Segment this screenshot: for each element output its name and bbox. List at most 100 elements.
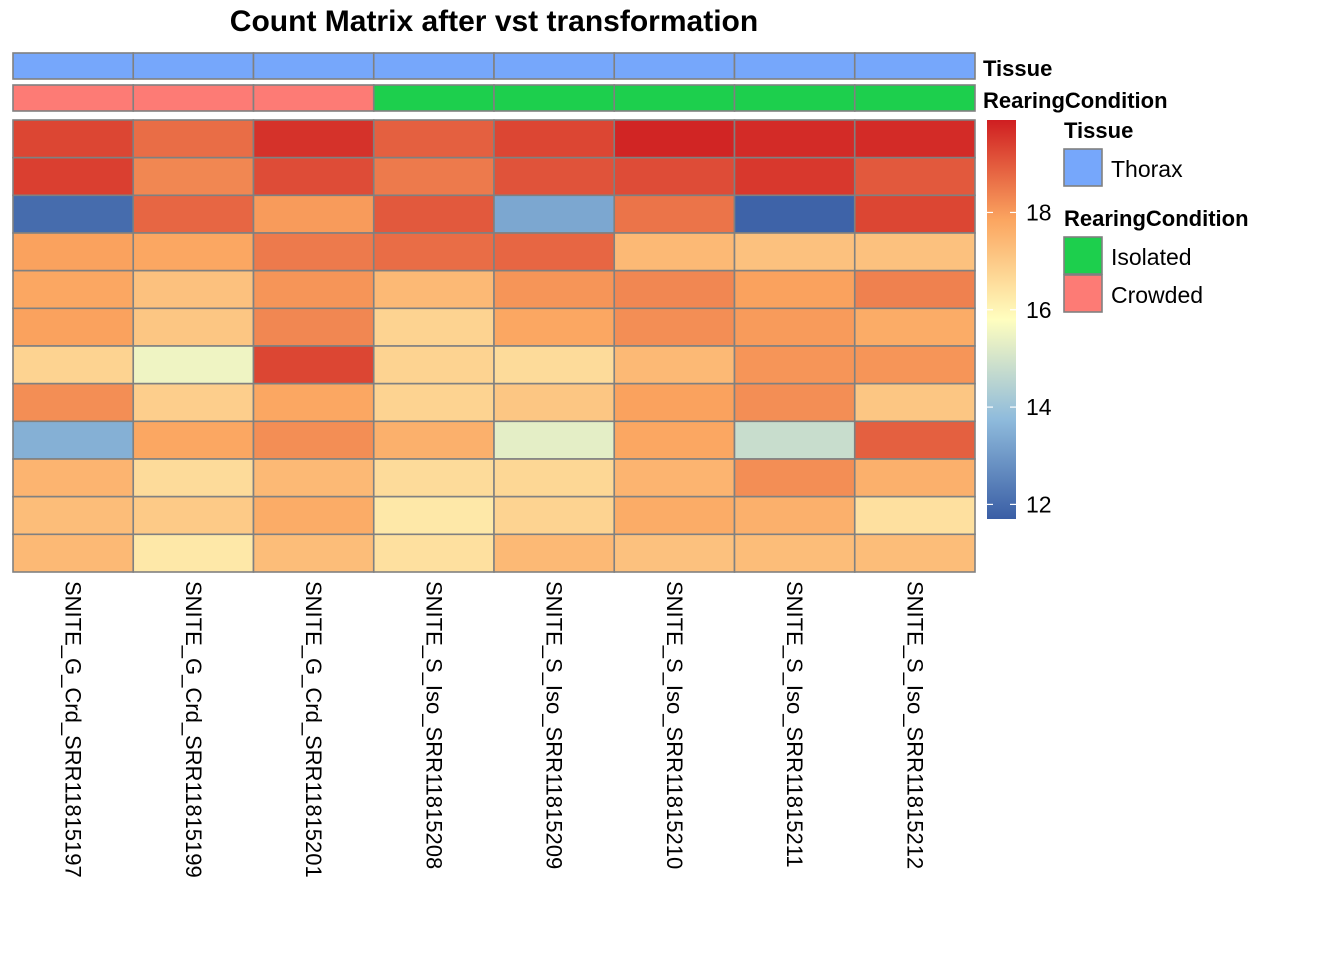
- heatmap-cell-r5-c3: [252, 269, 375, 310]
- column-label-3: SNITE_G_Crd_SRR11815201: [301, 581, 326, 878]
- column-label-1: SNITE_G_Crd_SRR11815197: [61, 581, 86, 878]
- heatmap-cell-r8-c6: [613, 382, 736, 423]
- heatmap-cell-r7-c8: [853, 345, 976, 385]
- annotation-cell-rearingcondition-2: [132, 84, 255, 112]
- heatmap-cell-r6-c6: [613, 307, 736, 347]
- annotation-cell-rearingcondition-5: [493, 84, 616, 112]
- heatmap-cell-r3-c7: [733, 194, 856, 234]
- heatmap-cell-r3-c2: [132, 194, 255, 234]
- legend-label-thorax: Thorax: [1111, 156, 1183, 182]
- heatmap-cell-r4-c4: [372, 232, 495, 272]
- heatmap-cell-r5-c7: [733, 269, 856, 310]
- heatmap-cell-r10-c1: [12, 458, 135, 498]
- legend-swatch-thorax: [1063, 148, 1103, 187]
- heatmap-cell-r10-c3: [252, 458, 375, 498]
- heatmap-cell-r8-c1: [12, 382, 135, 423]
- annotation-cell-tissue-7: [733, 52, 856, 80]
- heatmap-cell-r9-c4: [372, 420, 495, 460]
- legend-label-crowded: Crowded: [1111, 282, 1203, 308]
- heatmap-cell-r3-c4: [372, 194, 495, 234]
- heatmap-cell-r7-c5: [493, 345, 616, 385]
- heatmap-cell-r11-c7: [733, 495, 856, 536]
- annotation-cell-tissue-2: [132, 52, 255, 80]
- heatmap-cell-r4-c1: [12, 232, 135, 272]
- heatmap-cell-r12-c5: [493, 533, 616, 573]
- heatmap-cell-r5-c8: [853, 269, 976, 310]
- heatmap-cell-r8-c2: [132, 382, 255, 423]
- heatmap-cell-r2-c8: [853, 156, 976, 197]
- heatmap-cell-r12-c4: [372, 533, 495, 573]
- annotation-cell-rearingcondition-6: [613, 84, 736, 112]
- annotation-cell-tissue-3: [252, 52, 375, 80]
- annotation-cell-rearingcondition-4: [372, 84, 495, 112]
- heatmap-cell-r10-c6: [613, 458, 736, 498]
- heatmap-cell-r6-c8: [853, 307, 976, 347]
- heatmap-cell-r11-c4: [372, 495, 495, 536]
- heatmap-cell-r3-c8: [853, 194, 976, 234]
- heatmap-cell-r4-c6: [613, 232, 736, 272]
- heatmap-cell-r4-c2: [132, 232, 255, 272]
- column-label-7: SNITE_S_Iso_SRR11815211: [782, 581, 807, 868]
- colorbar: 12 14 16 18: [987, 120, 1052, 519]
- heatmap-cell-r4-c8: [853, 232, 976, 272]
- heatmap-cell-r11-c8: [853, 495, 976, 536]
- heatmap-cell-r5-c4: [372, 269, 495, 310]
- heatmap-cell-r12-c8: [853, 533, 976, 573]
- heatmap-cell-r6-c3: [252, 307, 375, 347]
- annotation-cell-tissue-1: [12, 52, 135, 80]
- heatmap-cell-r12-c3: [252, 533, 375, 573]
- heatmap-cell-r2-c4: [372, 156, 495, 197]
- colorbar-tick-label: 18: [1026, 199, 1052, 225]
- column-labels: SNITE_G_Crd_SRR11815197 SNITE_G_Crd_SRR11…: [61, 581, 928, 878]
- annotation-cell-tissue-8: [853, 52, 976, 80]
- heatmap-cell-r7-c4: [372, 345, 495, 385]
- heatmap-cell-r2-c2: [132, 156, 255, 197]
- heatmap-cell-r9-c1: [12, 420, 135, 460]
- heatmap-cell-r5-c1: [12, 269, 135, 310]
- legend-title-rearingcondition: RearingCondition: [1064, 206, 1249, 231]
- column-label-4: SNITE_S_Iso_SRR11815208: [421, 581, 446, 869]
- heatmap-cell-r8-c4: [372, 382, 495, 423]
- annotation-cell-tissue-6: [613, 52, 736, 80]
- heatmap-cell-r7-c1: [12, 345, 135, 385]
- heatmap-cell-r2-c5: [493, 156, 616, 197]
- heatmap-cell-r6-c7: [733, 307, 856, 347]
- colorbar-tick-label: 12: [1026, 491, 1052, 517]
- annotation-cell-rearingcondition-8: [853, 84, 976, 112]
- heatmap-cell-r6-c2: [132, 307, 255, 347]
- heatmap-cells: [12, 119, 976, 573]
- heatmap-cell-r9-c7: [733, 420, 856, 460]
- colorbar-tick-label: 16: [1026, 297, 1052, 323]
- heatmap-cell-r12-c7: [733, 533, 856, 573]
- legend-title-tissue: Tissue: [1064, 118, 1133, 143]
- heatmap-cell-r1-c7: [733, 119, 856, 159]
- annotation-bars: Tissue RearingCondition: [12, 52, 1168, 113]
- heatmap-cell-r7-c3: [252, 345, 375, 385]
- annotation-label-rearingcondition: RearingCondition: [983, 88, 1168, 113]
- heatmap-cell-r9-c8: [853, 420, 976, 460]
- heatmap-cell-r1-c8: [853, 119, 976, 159]
- heatmap-cell-r2-c6: [613, 156, 736, 197]
- heatmap-cell-r7-c6: [613, 345, 736, 385]
- heatmap-cell-r10-c5: [493, 458, 616, 498]
- heatmap-cell-r10-c7: [733, 458, 856, 498]
- colorbar-gradient: [987, 120, 1016, 519]
- heatmap-cell-r10-c2: [132, 458, 255, 498]
- heatmap-cell-r8-c5: [493, 382, 616, 423]
- annotation-cell-rearingcondition-7: [733, 84, 856, 112]
- heatmap-cell-r2-c7: [733, 156, 856, 197]
- heatmap-cell-r5-c5: [493, 269, 616, 310]
- heatmap-cell-r11-c6: [613, 495, 736, 536]
- heatmap-cell-r9-c5: [493, 420, 616, 460]
- heatmap-cell-r8-c3: [252, 382, 375, 423]
- heatmap-cell-r1-c6: [613, 119, 736, 159]
- legend-swatch-crowded: [1063, 274, 1103, 313]
- heatmap-cell-r7-c2: [132, 345, 255, 385]
- heatmap-cell-r12-c6: [613, 533, 736, 573]
- heatmap-cell-r11-c1: [12, 495, 135, 536]
- annotation-cell-tissue-4: [372, 52, 495, 80]
- heatmap-cell-r1-c3: [252, 119, 375, 159]
- legend: Tissue Thorax RearingCondition Isolated Crow…: [1063, 118, 1249, 313]
- heatmap-cell-r9-c3: [252, 420, 375, 460]
